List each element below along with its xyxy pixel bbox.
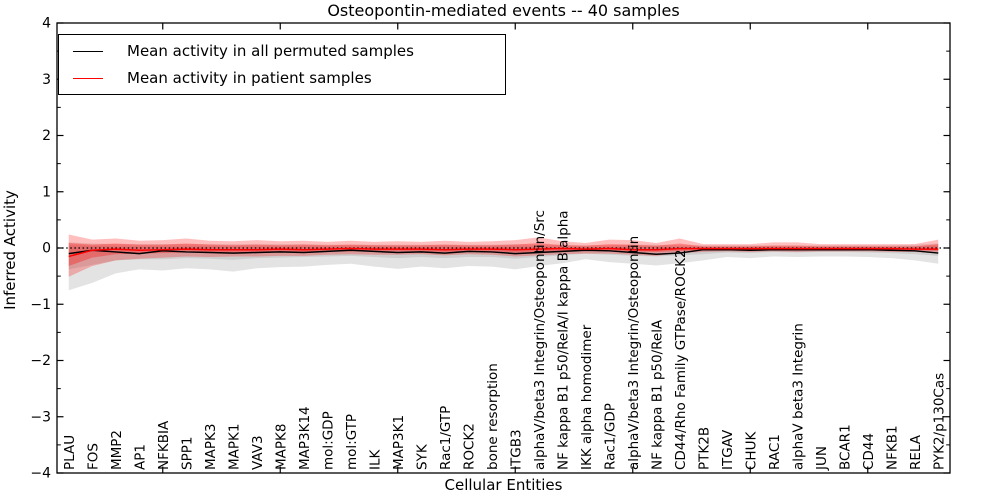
x-tick-label: ILK — [367, 448, 383, 470]
x-tick-label: FOS — [85, 443, 101, 470]
x-tick-label: ROCK2 — [461, 423, 477, 470]
x-tick-label: NFKBIA — [156, 420, 172, 470]
x-tick-label: mol:GTP — [344, 414, 360, 470]
legend-item: Mean activity in patient samples — [59, 65, 505, 92]
legend-line-sample — [73, 78, 103, 79]
y-tick-label: 0 — [42, 241, 51, 257]
x-tick-label: RAC1 — [767, 434, 783, 470]
x-tick-label: AP1 — [132, 444, 148, 470]
x-tick-label: PTK2B — [696, 427, 712, 470]
x-tick-label: bone resorption — [485, 363, 501, 470]
patient-mean-line — [68, 247, 939, 258]
x-tick-label: alphaV beta3 Integrin — [790, 323, 806, 470]
x-tick-label: PLAU — [62, 435, 78, 470]
legend-line-sample — [73, 51, 103, 52]
legend-item-label: Mean activity in patient samples — [127, 69, 372, 87]
x-tick-label: MAPK8 — [273, 424, 289, 470]
y-tick-label: 4 — [42, 16, 51, 32]
x-tick-label: NFKB1 — [884, 425, 900, 470]
x-tick-label: JUN — [814, 446, 830, 471]
y-axis-title: Inferred Activity — [1, 190, 19, 310]
x-tick-label: RELA — [908, 434, 924, 470]
x-tick-label: PYK2/p130Cas — [931, 373, 947, 470]
plot-border — [56, 22, 951, 474]
x-tick-label: SPP1 — [179, 437, 195, 470]
x-axis-title: Cellular Entities — [444, 476, 563, 494]
x-tick-label: MAPK1 — [226, 424, 242, 470]
x-tick-label: alphaV/beta3 Integrin/Osteopontin — [626, 236, 642, 470]
y-tick-label: 2 — [42, 128, 51, 144]
y-tick-label: −3 — [30, 409, 51, 425]
x-tick-label: Rac1/GDP — [602, 403, 618, 470]
x-tick-label: NF kappa B1 p50/RelA — [649, 319, 665, 470]
y-tick-label: −4 — [30, 466, 51, 482]
y-tick-label: 1 — [42, 184, 51, 200]
legend-item: Mean activity in all permuted samples — [59, 38, 505, 65]
x-tick-label: ITGAV — [720, 429, 736, 470]
x-tick-label: ITGB3 — [508, 429, 524, 470]
x-tick-label: BCAR1 — [837, 424, 853, 470]
patient-range-band — [68, 234, 939, 277]
y-tick-label: 3 — [42, 72, 51, 88]
x-tick-label: SYK — [414, 443, 430, 470]
x-tick-label: IKK alpha homodimer — [579, 324, 595, 470]
x-tick-label: alphaV/beta3 Integrin/Osteopontin/Src — [532, 210, 548, 470]
permuted-mean-line — [68, 248, 939, 255]
permuted-range-band — [68, 242, 939, 291]
x-tick-label: Rac1/GTP — [438, 406, 454, 470]
y-tick-label: −2 — [30, 353, 51, 369]
legend: Mean activity in all permuted samples Mea… — [58, 34, 506, 95]
x-tick-label: CD44 — [861, 433, 877, 470]
x-tick-label: MAPK3 — [203, 424, 219, 470]
x-tick-label: MMP2 — [109, 430, 125, 470]
legend-item-label: Mean activity in all permuted samples — [127, 42, 414, 60]
x-tick-label: mol:GDP — [320, 411, 336, 470]
y-tick-label: −1 — [30, 297, 51, 313]
x-tick-label: VAV3 — [250, 435, 266, 470]
x-tick-label: NF kappa B1 p50/RelA/I kappa B alpha — [555, 210, 571, 470]
permuted-std-band — [68, 245, 939, 270]
x-tick-label: MAP3K1 — [391, 415, 407, 470]
chart-title: Osteopontin-mediated events -- 40 sample… — [327, 1, 680, 20]
x-tick-label: MAP3K14 — [297, 406, 313, 470]
x-tick-label: CD44/Rho Family GTPase/ROCK2 — [673, 249, 689, 470]
x-tick-label: CHUK — [743, 431, 759, 470]
